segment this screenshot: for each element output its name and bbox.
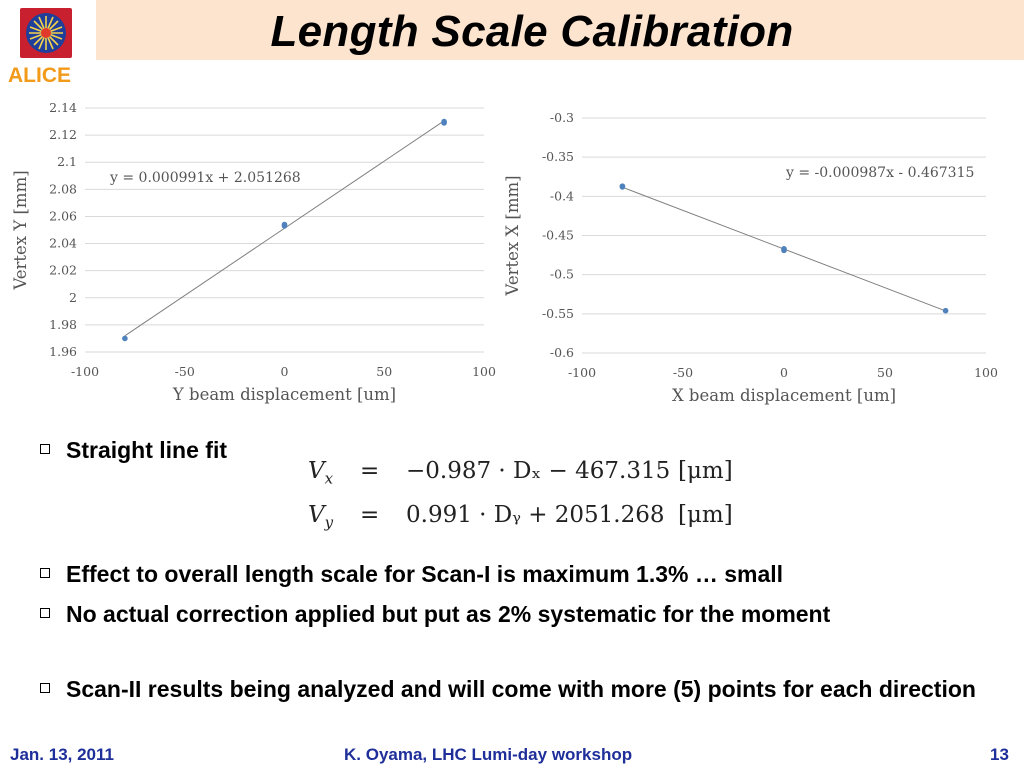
x-tick-label: -50	[673, 365, 693, 380]
y-tick-label: 1.98	[49, 317, 77, 332]
y-tick-label: -0.55	[542, 306, 574, 321]
y-tick-label: 2.06	[49, 208, 77, 223]
data-point	[281, 221, 288, 228]
fit-equations: Vx = −0.987 · Dₓ − 467.315 [μm] Vy = 0.9…	[308, 458, 733, 532]
bullet-straight-line-fit: Straight line fit	[40, 433, 1000, 467]
y-tick-label: -0.5	[550, 267, 574, 282]
bullet-scan2: Scan-II results being analyzed and will …	[40, 672, 1000, 706]
data-point	[441, 118, 447, 125]
trendline-equation: y = 0.000991x + 2.051268	[109, 170, 301, 186]
y-tick-label: 2.1	[57, 154, 77, 169]
y-tick-label: 2.04	[49, 236, 77, 251]
checkbox-bullet-icon	[40, 444, 50, 454]
bullet-correction: No actual correction applied but put as …	[40, 597, 1000, 631]
x-tick-label: 0	[780, 365, 788, 380]
checkbox-bullet-icon	[40, 608, 50, 618]
x-tick-label: -100	[568, 365, 596, 380]
chart-svg: -0.3 -0.35 -0.4 -0.45 -0.5 -0.55 -0.6 -100 -50 0 5…	[503, 110, 998, 405]
y-tick-label: 2.12	[49, 127, 77, 142]
x-tick-label: 100	[974, 365, 998, 380]
x-axis-title: X beam displacement [um]	[672, 386, 896, 405]
checkbox-bullet-icon	[40, 568, 50, 578]
y-tick-label: 2.14	[49, 100, 77, 115]
footer-page-number: 13	[990, 745, 1009, 764]
title-band	[96, 0, 1024, 60]
equation-vx-lhs: Vx	[308, 458, 334, 488]
x-tick-label: 100	[472, 364, 496, 379]
y-tick-label: -0.35	[542, 149, 574, 164]
data-point	[619, 183, 626, 189]
y-axis-title: Vertex Y [mm]	[11, 170, 30, 290]
y-axis-title: Vertex X [mm]	[503, 175, 522, 296]
x-axis-title: Y beam displacement [um]	[172, 385, 396, 404]
y-tick-label: 2	[69, 290, 77, 305]
y-tick-label: -0.45	[542, 228, 574, 243]
y-tick-label: 2.08	[49, 181, 77, 196]
chart-svg: 1.96 1.98 2 2.02 2.04 2.06 2.08 2.1 2.12 2.14 -100…	[11, 100, 496, 404]
y-tick-label: -0.4	[550, 188, 574, 203]
vertex-x-chart: -0.3 -0.35 -0.4 -0.45 -0.5 -0.55 -0.6 -100 -50 0 5…	[500, 102, 1014, 414]
y-tick-label: 2.02	[49, 263, 77, 278]
data-point	[942, 307, 949, 314]
x-tick-label: -50	[175, 364, 195, 379]
y-tick-label: -0.3	[550, 110, 574, 125]
y-tick-label: -0.6	[550, 345, 574, 360]
data-point	[122, 335, 128, 342]
bullet-effect: Effect to overall length scale for Scan-…	[40, 557, 1000, 591]
checkbox-bullet-icon	[40, 683, 50, 693]
vertex-y-chart: 1.96 1.98 2 2.02 2.04 2.06 2.08 2.1 2.12 2.14 -100…	[10, 92, 500, 414]
data-point	[781, 247, 787, 254]
trendline-equation: y = -0.000987x - 0.467315	[785, 165, 974, 181]
footer-date: Jan. 13, 2011	[10, 745, 114, 764]
equation-vy-lhs: Vy	[308, 502, 334, 532]
x-tick-label: 50	[877, 365, 893, 380]
x-tick-label: -100	[71, 364, 99, 379]
alice-logo: ALICE	[6, 6, 90, 87]
y-tick-label: 1.96	[49, 344, 77, 359]
footer-presenter: K. Oyama, LHC Lumi-day workshop	[344, 745, 633, 764]
x-tick-label: 50	[376, 364, 392, 379]
alice-wordmark: ALICE	[8, 64, 71, 87]
x-tick-label: 0	[281, 364, 289, 379]
slide-title: Length Scale Calibration	[270, 7, 794, 56]
svg-text:ALICE: ALICE	[8, 64, 71, 86]
